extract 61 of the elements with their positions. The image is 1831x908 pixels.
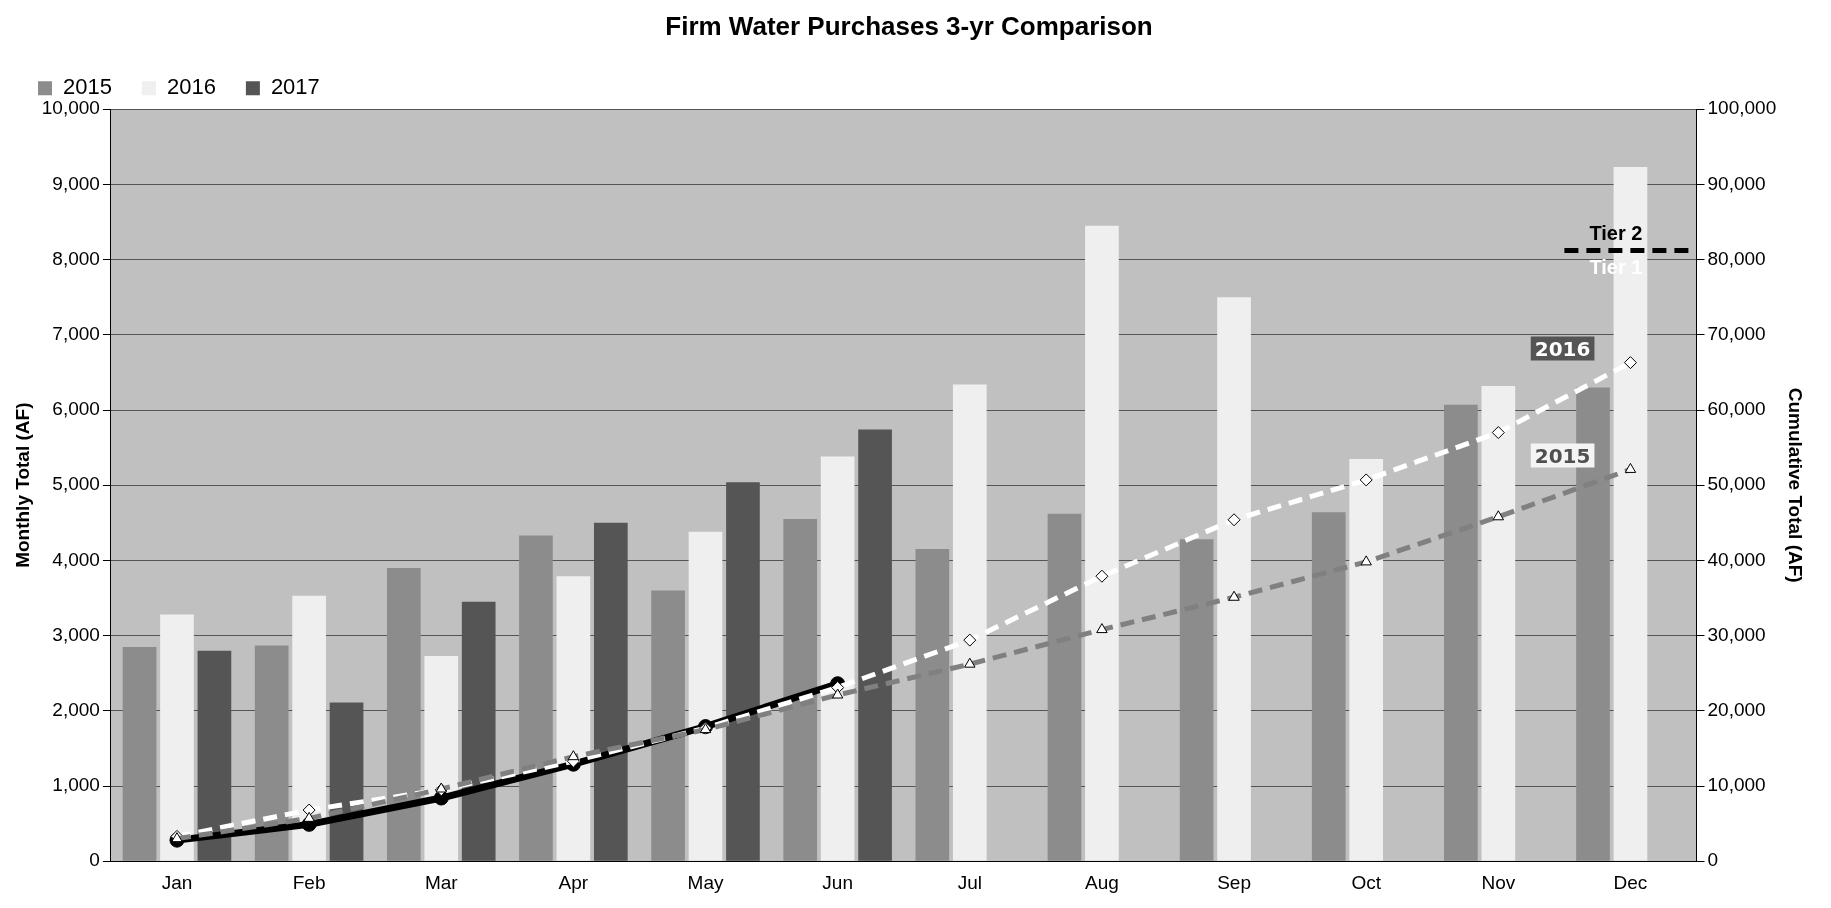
x-tick-label: Sep	[1217, 871, 1251, 893]
x-tick-label: Oct	[1351, 871, 1382, 893]
y2-tick-label: 40,000	[1707, 548, 1766, 570]
point	[1227, 513, 1241, 527]
legend-label: 2015	[63, 74, 112, 100]
bar	[1481, 385, 1516, 861]
y-tick-label: 0	[89, 849, 100, 871]
y2-tick-label: 100,000	[1707, 97, 1777, 119]
x-tick-label: Feb	[292, 871, 326, 893]
point	[1623, 356, 1637, 370]
y-tick-label: 3,000	[52, 623, 100, 645]
point	[1359, 473, 1373, 487]
x-tick-label: Nov	[1481, 871, 1516, 893]
point	[963, 633, 977, 647]
bar	[122, 646, 157, 861]
y2-tick-label: 60,000	[1707, 398, 1766, 420]
bar	[952, 384, 987, 861]
y-tick-label: 5,000	[52, 473, 100, 495]
x-tick-label: Jan	[161, 871, 193, 893]
y-tick-label: 10,000	[41, 97, 100, 119]
y2-tick-label: 30,000	[1707, 623, 1766, 645]
chart-title: Firm Water Purchases 3-yr Comparison	[665, 10, 1153, 41]
x-tick-label: Apr	[558, 871, 589, 893]
bar	[424, 655, 459, 861]
y2-tick-label: 0	[1707, 849, 1719, 871]
y-tick-label: 9,000	[52, 172, 100, 194]
x-tick-label: Aug	[1085, 871, 1119, 893]
x-tick-label: Jun	[822, 871, 853, 893]
x-tick-label: May	[687, 871, 724, 893]
y2-tick-label: 20,000	[1707, 699, 1766, 721]
bar	[1085, 225, 1119, 861]
series-label: 2015	[1534, 443, 1591, 468]
bar	[820, 456, 855, 861]
y-axis-title: Monthly Total (AF)	[11, 402, 33, 568]
x-tick-label: Mar	[424, 871, 459, 893]
y2-tick-label: 70,000	[1707, 323, 1766, 345]
x-tick-label: Jul	[957, 871, 982, 893]
point	[1491, 426, 1505, 440]
y2-tick-label: 90,000	[1707, 172, 1766, 194]
bar	[688, 531, 723, 861]
y-tick-label: 6,000	[52, 398, 100, 420]
series-label: 2016	[1534, 336, 1591, 361]
y2-tick-label: 50,000	[1707, 473, 1766, 495]
bar	[556, 576, 591, 861]
y2-tick-label: 80,000	[1707, 247, 1766, 269]
bar	[1217, 297, 1251, 861]
bar	[292, 595, 326, 861]
y-tick-label: 7,000	[52, 323, 100, 345]
y-tick-label: 2,000	[52, 699, 100, 721]
bar	[1349, 458, 1384, 861]
y-tick-label: 4,000	[52, 548, 100, 570]
y2-tick-label: 10,000	[1707, 774, 1766, 796]
y2-axis-title: Cumulative Total (AF)	[1785, 387, 1807, 583]
bar	[160, 614, 194, 861]
point	[1095, 569, 1109, 583]
x-tick-label: Dec	[1613, 871, 1648, 893]
legend-label: 2017	[270, 74, 320, 100]
legend-label: 2016	[166, 74, 216, 100]
ref-line-label: Tier 2	[1589, 222, 1643, 245]
y-tick-label: 8,000	[52, 247, 100, 269]
y-tick-label: 1,000	[52, 774, 100, 796]
